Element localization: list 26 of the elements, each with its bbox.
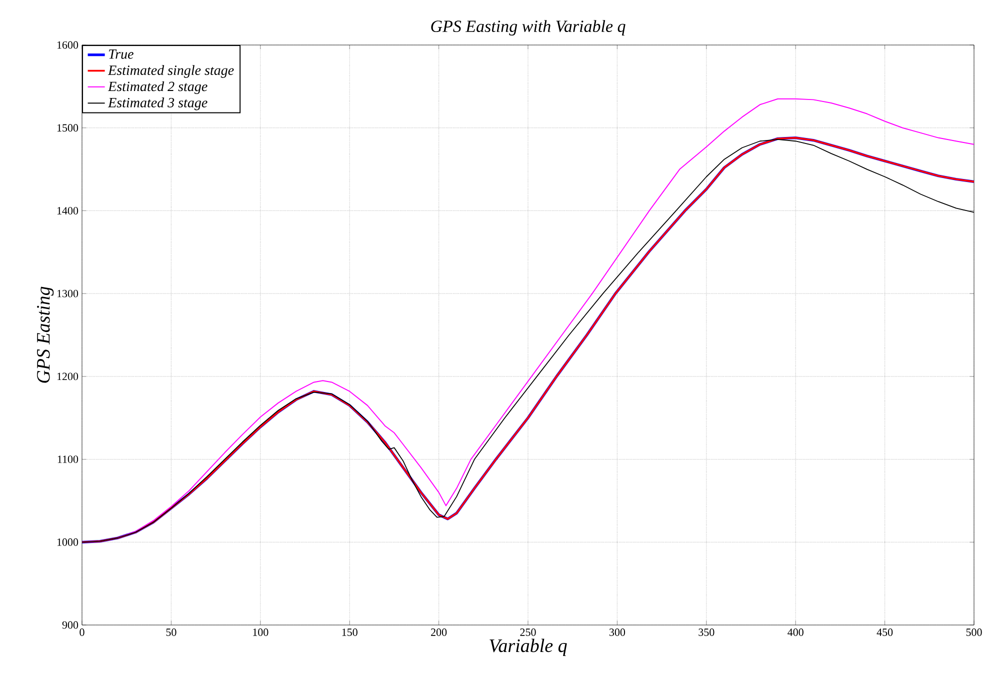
- y-tick-label: 1300: [57, 290, 78, 298]
- x-tick-label: 100: [253, 628, 268, 636]
- x-tick-label: 150: [342, 628, 358, 636]
- y-tick-label: 1000: [57, 538, 78, 546]
- x-tick-label: 250: [520, 628, 536, 636]
- legend-label: Estimated 3 stage: [108, 98, 208, 110]
- x-tick-label: 400: [788, 628, 804, 636]
- chart-title: GPS Easting with Variable q: [431, 20, 626, 36]
- legend-label: Estimated 2 stage: [108, 81, 208, 94]
- x-tick-label: 0: [80, 628, 84, 636]
- legend-label: Estimated single stage: [108, 65, 234, 78]
- y-tick-label: 900: [62, 621, 78, 629]
- x-tick-label: 350: [698, 628, 714, 636]
- legend-label: True: [109, 49, 134, 59]
- x-tick-label: 50: [166, 628, 176, 636]
- y-tick-label: 1100: [58, 456, 78, 463]
- x-axis-title: Variable q: [490, 638, 567, 656]
- y-tick-label: 1200: [57, 372, 78, 380]
- x-tick-label: 300: [609, 628, 626, 636]
- x-tick-label: 450: [876, 628, 893, 636]
- y-tick-label: 1600: [57, 41, 78, 49]
- y-tick-label: 1400: [57, 207, 78, 214]
- y-axis-title: GPS Easting: [37, 286, 54, 383]
- y-tick-label: 1500: [57, 124, 78, 132]
- x-tick-label: 200: [431, 628, 447, 636]
- x-tick-label: 500: [966, 628, 982, 636]
